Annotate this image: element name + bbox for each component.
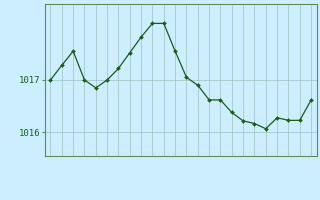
Text: 5: 5 xyxy=(104,168,110,178)
Text: Graphe pression niveau de la mer (hPa): Graphe pression niveau de la mer (hPa) xyxy=(62,188,300,198)
Text: 3: 3 xyxy=(82,168,87,178)
Text: 10: 10 xyxy=(158,168,169,178)
Text: 13: 13 xyxy=(192,168,203,178)
Text: 7: 7 xyxy=(127,168,132,178)
Text: 17: 17 xyxy=(238,168,249,178)
Text: 0: 0 xyxy=(48,168,53,178)
Text: 22: 22 xyxy=(294,168,305,178)
Text: 15: 15 xyxy=(215,168,226,178)
Text: 2: 2 xyxy=(70,168,76,178)
Text: 8: 8 xyxy=(139,168,144,178)
Text: 16: 16 xyxy=(227,168,237,178)
Text: 6: 6 xyxy=(116,168,121,178)
Text: 19: 19 xyxy=(260,168,271,178)
Text: 4: 4 xyxy=(93,168,99,178)
Text: 1: 1 xyxy=(59,168,65,178)
Text: 18: 18 xyxy=(249,168,260,178)
Text: 11: 11 xyxy=(170,168,180,178)
Text: 20: 20 xyxy=(272,168,283,178)
Text: 12: 12 xyxy=(181,168,192,178)
Text: 9: 9 xyxy=(150,168,155,178)
Text: 21: 21 xyxy=(283,168,294,178)
Text: 14: 14 xyxy=(204,168,214,178)
Text: 23: 23 xyxy=(306,168,316,178)
